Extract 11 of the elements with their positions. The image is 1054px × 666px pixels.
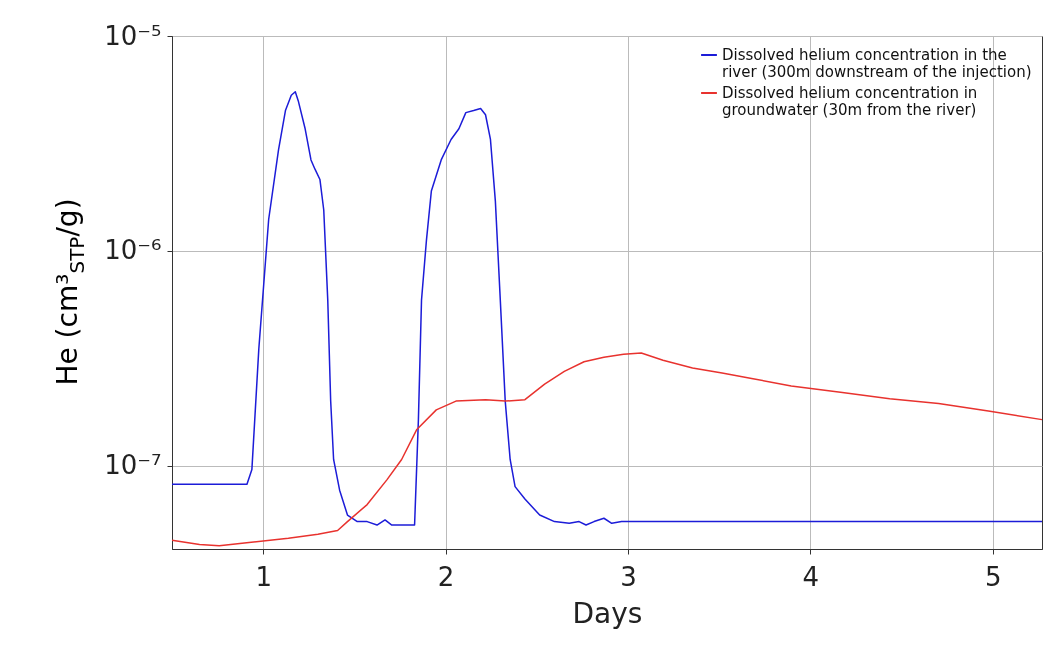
x-tick-label: 4 (802, 561, 820, 592)
x-tick-label: 3 (620, 561, 637, 592)
legend-label: Dissolved helium concentration in groundwater (30m from the river) (722, 84, 978, 119)
legend-label: Dissolved helium concentration in the river (300m downstream of the injection) (722, 46, 1032, 81)
x-tick-label: 5 (984, 561, 1002, 592)
x-axis-title: Days (572, 596, 643, 630)
y-tick-label: 10⁻⁶ (104, 235, 162, 266)
x-tick-label: 2 (437, 561, 455, 592)
y-tick-label: 10⁻⁵ (104, 20, 162, 51)
x-tick-label: 1 (255, 561, 272, 592)
y-tick-label: 10⁻⁷ (104, 450, 162, 481)
